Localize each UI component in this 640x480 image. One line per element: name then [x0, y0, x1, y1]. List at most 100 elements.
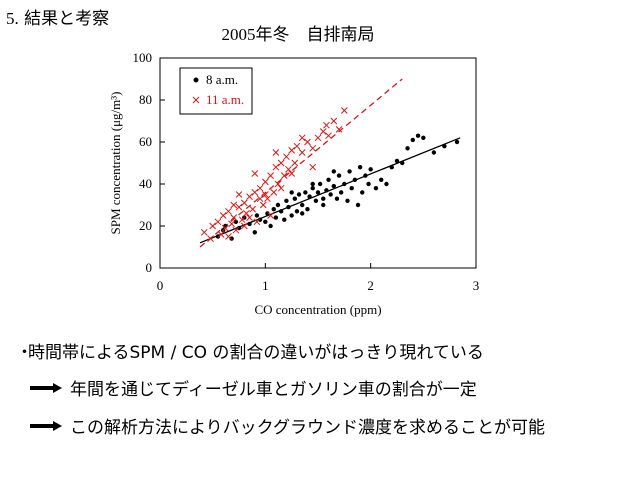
- cross-stroke: [225, 207, 232, 215]
- data-point: [251, 189, 259, 196]
- data-point: [246, 214, 253, 221]
- cross-stroke: [291, 159, 299, 167]
- data-point: [313, 198, 319, 203]
- data-point: [214, 218, 222, 226]
- cross-stroke: [207, 235, 214, 242]
- cross-stroke: [309, 163, 317, 171]
- data-point: [296, 192, 302, 197]
- data-point: [303, 190, 308, 195]
- data-point: [285, 165, 292, 173]
- data-point: [257, 217, 263, 222]
- conclusion-text: 年間を通じてディーゼル車とガソリン車の割合が一定: [70, 380, 477, 400]
- data-point: [310, 186, 315, 191]
- data-point: [338, 190, 344, 195]
- x-axis-label: CO concentration (ppm): [254, 302, 381, 317]
- chart-title: 2005年冬 自排南局: [222, 25, 375, 44]
- x-tick-label: 2: [367, 278, 374, 293]
- data-point: [298, 134, 306, 142]
- cross-stroke: [277, 159, 285, 167]
- data-point: [349, 186, 354, 191]
- data-point: [272, 149, 280, 156]
- data-point: [230, 214, 238, 221]
- data-point: [323, 121, 330, 129]
- cross-stroke: [214, 218, 222, 226]
- data-point: [334, 196, 340, 201]
- y-tick-label: 20: [139, 218, 152, 233]
- cross-stroke: [272, 163, 280, 171]
- data-point: [309, 163, 317, 171]
- data-point: [431, 150, 437, 155]
- data-point: [342, 181, 347, 187]
- data-point: [240, 222, 248, 230]
- cross-stroke: [288, 170, 296, 177]
- data-point: [315, 190, 321, 195]
- legend-label: 11 a.m.: [206, 92, 244, 107]
- data-point: [268, 223, 273, 229]
- cross-stroke: [323, 121, 330, 129]
- data-point: [294, 209, 300, 214]
- cross-stroke: [288, 147, 296, 154]
- data-point: [284, 198, 289, 203]
- data-point: [345, 198, 350, 203]
- cross-stroke: [240, 199, 248, 207]
- data-point: [264, 195, 271, 203]
- data-point: [252, 230, 257, 235]
- data-point: [336, 173, 342, 178]
- right-arrow-icon: [30, 382, 62, 393]
- data-point: [219, 212, 227, 219]
- data-point: [217, 231, 225, 238]
- data-point: [298, 149, 306, 156]
- cross-stroke: [235, 203, 243, 211]
- data-point: [261, 191, 269, 198]
- data-point: [454, 139, 460, 145]
- data-point: [331, 169, 336, 174]
- cross-stroke: [228, 220, 235, 228]
- data-point: [286, 204, 291, 210]
- cross-stroke: [230, 214, 238, 221]
- cross-stroke: [277, 184, 285, 192]
- y-tick-label: 60: [139, 134, 152, 149]
- data-point: [352, 177, 358, 182]
- cross-stroke: [314, 134, 322, 142]
- data-point: [228, 220, 235, 228]
- cross-stroke: [251, 170, 259, 177]
- data-point: [238, 216, 246, 224]
- legend-label: 8 a.m.: [206, 72, 238, 87]
- cross-stroke: [200, 228, 208, 236]
- cross-stroke: [293, 142, 301, 150]
- data-point: [209, 222, 217, 230]
- cross-stroke: [285, 165, 292, 173]
- cross-stroke: [246, 214, 253, 221]
- x-tick-label: 3: [473, 278, 480, 293]
- data-point: [389, 165, 394, 170]
- cross-stroke: [270, 189, 278, 196]
- data-point: [410, 137, 415, 143]
- data-point: [366, 181, 371, 187]
- data-point: [256, 195, 264, 203]
- data-point: [277, 184, 285, 192]
- cross-stroke: [235, 191, 243, 198]
- data-point: [200, 228, 208, 236]
- cross-stroke: [256, 184, 264, 192]
- data-point: [415, 133, 421, 138]
- data-point: [243, 210, 250, 217]
- cross-stroke: [232, 226, 240, 234]
- cross-stroke: [209, 222, 217, 230]
- cross-stroke: [283, 153, 290, 161]
- data-point: [280, 172, 288, 179]
- data-point: [253, 218, 261, 226]
- cross-stroke: [309, 144, 317, 152]
- data-point: [384, 181, 389, 187]
- data-point: [283, 153, 290, 161]
- data-point: [225, 233, 232, 240]
- cross-stroke: [335, 126, 343, 133]
- data-point: [293, 142, 301, 150]
- data-point: [263, 219, 268, 224]
- cross-stroke: [267, 172, 274, 179]
- data-point: [289, 213, 294, 218]
- data-point: [232, 226, 240, 234]
- data-point: [275, 202, 281, 208]
- cross-stroke: [330, 117, 338, 125]
- legend-marker: [192, 96, 200, 104]
- cross-stroke: [238, 216, 246, 224]
